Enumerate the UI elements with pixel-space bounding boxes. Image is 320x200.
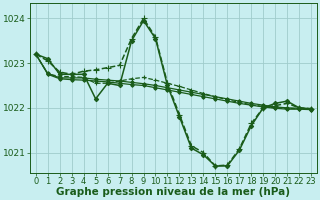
X-axis label: Graphe pression niveau de la mer (hPa): Graphe pression niveau de la mer (hPa) xyxy=(56,187,291,197)
